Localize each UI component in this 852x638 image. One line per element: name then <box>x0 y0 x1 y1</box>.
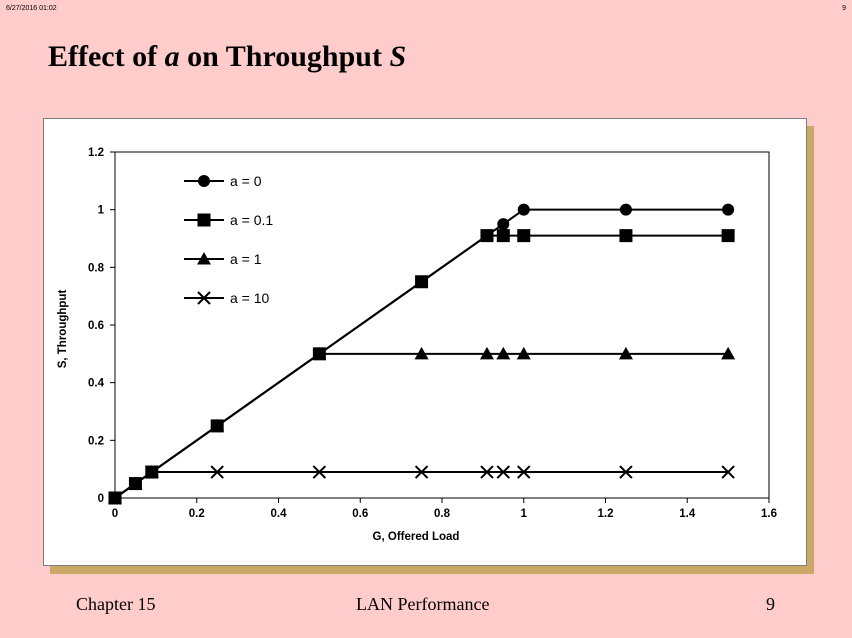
title-var-s: S <box>389 40 407 73</box>
point-a-10 <box>210 465 224 479</box>
footer-chapter: Chapter 15 <box>76 594 156 614</box>
point-a-0 <box>722 203 735 216</box>
x-tick-label: 1 <box>521 508 528 520</box>
point-a-1 <box>312 346 327 360</box>
date-stamp: 6/27/2016 01:02 <box>6 5 57 12</box>
point-a-0 <box>517 203 530 216</box>
throughput-chart: 0 0.2 0.4 0.6 0.8 1 1.2 1.4 1.6 0 0.2 0.4 0.6 0.8 1 1.2… <box>57 147 777 543</box>
point-a-1 <box>618 346 633 360</box>
legend-label-a-0: a = 0 <box>230 173 262 189</box>
footer-page: 9 <box>766 594 775 614</box>
legend-marker-a-1 <box>197 252 211 265</box>
point-a-1 <box>479 346 494 360</box>
point-a-0 <box>497 218 510 231</box>
y-tick-label: 1.2 <box>88 147 104 159</box>
x-tick-label: 0.2 <box>189 508 205 520</box>
x-axis-label: G, Offered Load <box>373 531 460 543</box>
legend-label-a-1: a = 1 <box>230 251 262 267</box>
point-a-1 <box>496 346 511 360</box>
page-number-top: 9 <box>842 5 846 12</box>
y-axis-label: S, Throughput <box>57 290 69 369</box>
point-a-0-1 <box>619 229 633 243</box>
point-a-10 <box>496 465 511 479</box>
point-a-10 <box>128 476 143 491</box>
y-tick-label: 0.6 <box>88 320 104 332</box>
title-middle: on Throughput <box>179 40 390 73</box>
point-a-10 <box>414 465 429 479</box>
footer-topic: LAN Performance <box>356 594 490 614</box>
legend-label-a-10: a = 10 <box>230 290 270 306</box>
point-a-0-1 <box>480 229 494 243</box>
y-tick-label: 0.8 <box>88 262 105 274</box>
x-tick-label: 1.4 <box>679 508 696 520</box>
point-a-10 <box>721 465 735 479</box>
point-a-0-1 <box>496 229 510 243</box>
title-prefix: Effect of <box>48 40 165 73</box>
chart-frame: 0 0.2 0.4 0.6 0.8 1 1.2 1.4 1.6 0 0.2 0.4 0.6 0.8 1 1.2… <box>43 118 807 566</box>
legend-label-a-0-1: a = 0.1 <box>230 212 273 228</box>
x-tick-label: 1.6 <box>761 508 777 520</box>
plot-area <box>114 151 770 499</box>
slide-title: Effect of a on Throughput S <box>48 40 406 74</box>
x-tick-label: 0.8 <box>434 508 451 520</box>
point-a-10 <box>108 491 122 505</box>
legend-marker-a-0 <box>198 175 210 187</box>
point-a-10 <box>312 465 327 479</box>
point-a-10 <box>480 465 494 479</box>
title-var-a: a <box>164 40 180 73</box>
series-line-a-10 <box>114 471 729 499</box>
x-tick-label: 0 <box>112 508 118 520</box>
y-tick-label: 1 <box>98 205 105 217</box>
x-tick-label: 1.2 <box>598 508 614 520</box>
point-a-0-1 <box>517 229 531 243</box>
y-tick-label: 0.2 <box>88 435 104 447</box>
series-line-a-0-1 <box>114 234 729 499</box>
point-a-10 <box>145 465 159 479</box>
point-a-1 <box>210 418 225 432</box>
point-a-1 <box>721 346 736 360</box>
x-tick-label: 0.4 <box>271 508 288 520</box>
point-a-10 <box>619 465 633 479</box>
series-line-a-1 <box>114 352 729 499</box>
point-a-1 <box>516 346 531 360</box>
point-a-1 <box>414 346 429 360</box>
point-a-0-1 <box>415 275 429 289</box>
point-a-0 <box>619 203 632 216</box>
y-tick-label: 0.4 <box>88 378 105 390</box>
legend-marker-a-0-1 <box>197 213 211 227</box>
x-tick-label: 0.6 <box>352 508 368 520</box>
legend-marker-a-10 <box>197 291 211 305</box>
point-a-0-1 <box>721 229 735 243</box>
point-a-10 <box>517 465 531 479</box>
y-tick-label: 0 <box>98 493 104 505</box>
